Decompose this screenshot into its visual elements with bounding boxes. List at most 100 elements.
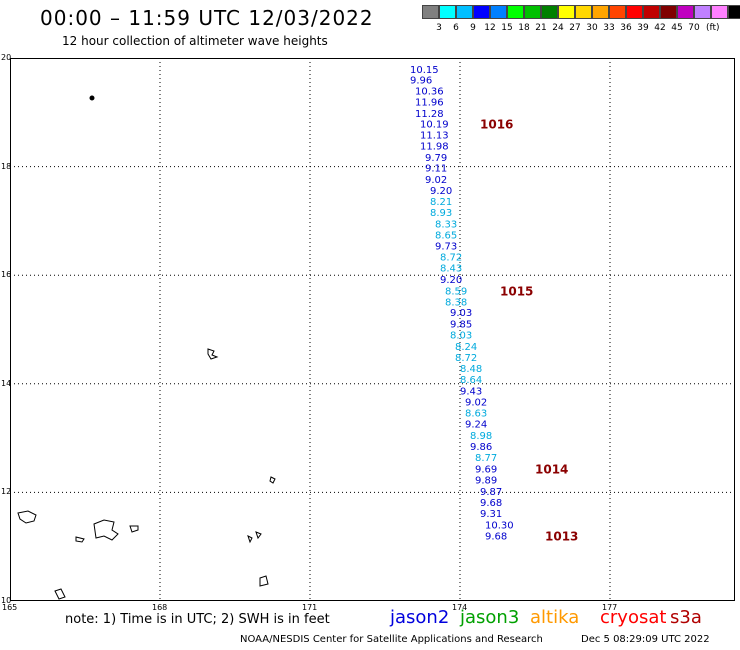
colorbar-swatch [677, 5, 694, 19]
island-atoll-4 [129, 525, 139, 533]
colorbar-swatch [728, 5, 740, 19]
colorbar-swatch [558, 5, 575, 19]
lon-tick-label: 174 [452, 603, 468, 612]
colorbar-swatch [609, 5, 626, 19]
colorbar-tick-label: 36 [620, 23, 632, 33]
pressure-label: 1013 [545, 529, 578, 543]
pressure-label: 1014 [535, 463, 568, 477]
lat-tick-label: 12 [1, 487, 12, 497]
satellite-legend-s3a: s3a [670, 607, 702, 628]
wave-height-value: 9.20 [430, 186, 452, 197]
wave-height-value: 8.63 [465, 409, 487, 420]
colorbar-tick-label: 24 [552, 23, 564, 33]
wave-height-value: 10.36 [415, 87, 444, 98]
colorbar-tick-label: 18 [518, 23, 530, 33]
wave-height-value: 9.31 [480, 509, 502, 520]
island-north [89, 95, 95, 101]
wave-height-value: 8.21 [430, 197, 452, 208]
island-atoll-2 [93, 519, 119, 541]
map-frame: 10.159.9610.3611.9611.2810.1911.1311.989… [10, 58, 735, 601]
coastline-islands [17, 95, 276, 600]
colorbar-swatch [541, 5, 558, 19]
wave-height-value: 8.59 [445, 286, 467, 297]
wave-height-value: 8.33 [435, 220, 457, 231]
colorbar-swatch [643, 5, 660, 19]
wave-height-value: 8.93 [430, 208, 452, 219]
colorbar-swatch [575, 5, 592, 19]
wave-height-value: 9.11 [425, 164, 447, 175]
pressure-label: 1016 [480, 118, 513, 132]
wave-height-value: 10.30 [485, 520, 514, 531]
lat-lon-grid [10, 58, 735, 601]
island-atoll-7 [54, 588, 66, 600]
colorbar-tick-label: 33 [603, 23, 615, 33]
pressure-labels: 1016 1015 1014 1013 [480, 118, 578, 544]
wave-height-value: 8.72 [440, 253, 462, 264]
island-atoll-6 [259, 575, 269, 587]
wave-height-value: 10.15 [410, 65, 439, 76]
wave-height-value: 9.86 [470, 442, 492, 453]
colorbar-tick-label: 9 [470, 23, 476, 33]
wave-height-value: 9.24 [465, 419, 487, 430]
colorbar-swatch [490, 5, 507, 19]
page-title: 00:00 – 11:59 UTC 12/03/2022 [40, 6, 374, 30]
wave-height-value: 9.96 [410, 76, 432, 87]
wave-height-value: 11.98 [420, 141, 449, 152]
colorbar-swatch [473, 5, 490, 19]
island-east [269, 476, 276, 484]
colorbar-tick-label: 70 [688, 23, 700, 33]
wave-height-value: 9.79 [425, 153, 447, 164]
wave-height-value: 9.89 [475, 475, 497, 486]
colorbar-swatch [660, 5, 677, 19]
page-subtitle: 12 hour collection of altimeter wave hei… [62, 34, 328, 48]
colorbar-tick-label: 42 [654, 23, 666, 33]
colorbar-swatch [626, 5, 643, 19]
satellite-legend-cryosat: cryosat [600, 607, 667, 628]
colorbar-tick-label: 6 [453, 23, 459, 33]
colorbar-tick-label: 45 [671, 23, 683, 33]
wave-height-value: 9.02 [465, 398, 487, 409]
wave-height-value: 9.68 [485, 531, 507, 542]
wave-height-value: 8.64 [460, 375, 482, 386]
wave-height-value: 9.43 [460, 386, 482, 397]
wave-height-value: 9.02 [425, 175, 447, 186]
wave-height-value: 8.72 [455, 353, 477, 364]
colorbar-tick-label: 30 [586, 23, 598, 33]
colorbar-tick-label: 15 [501, 23, 513, 33]
colorbar-tick-label: 21 [535, 23, 547, 33]
wave-height-value: 9.87 [480, 487, 502, 498]
wave-height-value: 9.68 [480, 498, 502, 509]
colorbar-tick-label: 27 [569, 23, 581, 33]
wave-height-value: 9.73 [435, 241, 457, 252]
lon-tick-label: 168 [152, 603, 168, 612]
lat-tick-label: 16 [1, 270, 12, 280]
satellite-legend-jason3: jason3 [460, 607, 520, 628]
wave-height-value: 8.98 [470, 431, 492, 442]
island-west-atoll-1 [17, 510, 37, 524]
wave-height-value: 8.38 [445, 297, 467, 308]
colorbar-swatch [456, 5, 473, 19]
colorbar-tick-label: 3 [436, 23, 442, 33]
satellite-legend-jason2: jason2 [390, 607, 450, 628]
pressure-label: 1015 [500, 284, 533, 298]
colorbar-swatch [524, 5, 541, 19]
wave-height-value: 11.96 [415, 97, 444, 108]
map-border [10, 58, 735, 601]
wave-height-value: 8.77 [475, 453, 497, 464]
wave-height-value: 8.43 [440, 264, 462, 275]
colorbar-swatch [507, 5, 524, 19]
island-atoll-3 [75, 536, 85, 543]
wave-height-value: 8.03 [450, 330, 472, 341]
timestamp: Dec 5 08:29:09 UTC 2022 [581, 634, 710, 645]
wave-height-value: 9.20 [440, 275, 462, 286]
lat-tick-label: 20 [1, 53, 12, 62]
colorbar-swatch [694, 5, 711, 19]
credit-line: NOAA/NESDIS Center for Satellite Applica… [240, 634, 543, 645]
lat-tick-label: 14 [1, 378, 12, 388]
lat-tick-label: 18 [1, 161, 12, 171]
colorbar-swatch [592, 5, 609, 19]
wave-height-value: 10.19 [420, 120, 449, 131]
wave-height-value: 9.85 [450, 320, 472, 331]
wave-height-value: 8.65 [435, 230, 457, 241]
wave-height-value: 9.03 [450, 308, 472, 319]
